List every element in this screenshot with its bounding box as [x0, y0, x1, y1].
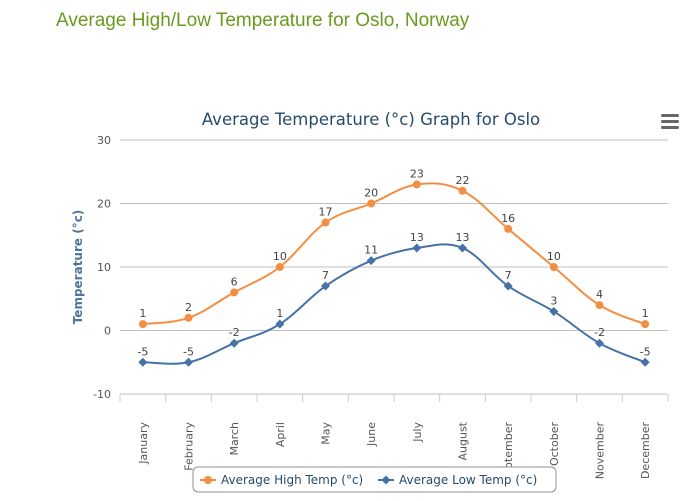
data-label: 20	[364, 187, 378, 200]
y-axis-ticks: -10 0 10 20 30	[93, 134, 111, 401]
x-tick-label: July	[411, 422, 424, 443]
data-point[interactable]	[138, 320, 147, 329]
data-point[interactable]	[595, 301, 604, 310]
data-point[interactable]	[458, 186, 467, 195]
y-tick-label: 0	[104, 325, 111, 338]
data-label: 17	[319, 206, 333, 219]
data-point[interactable]	[275, 263, 284, 271]
legend-label: Average Low Temp (°c)	[399, 473, 537, 487]
legend: Average High Temp (°c) Average Low Temp (…	[192, 466, 557, 493]
data-point[interactable]	[595, 338, 604, 348]
page-heading: Average High/Low Temperature for Oslo, N…	[56, 10, 470, 31]
data-point[interactable]	[641, 320, 650, 329]
data-point[interactable]	[366, 256, 376, 266]
data-label: -5	[183, 345, 194, 358]
data-label: -2	[229, 326, 240, 339]
data-point[interactable]	[321, 218, 330, 227]
x-tick-label: August	[457, 421, 470, 460]
legend-item-high[interactable]: Average High Temp (°c)	[200, 473, 363, 487]
x-tick-label: October	[548, 422, 561, 466]
data-point[interactable]	[458, 243, 467, 253]
data-point[interactable]	[412, 180, 421, 189]
x-tick-label: February	[183, 422, 196, 471]
data-label: 22	[456, 174, 470, 187]
data-label: 13	[410, 231, 424, 244]
chart-menu-button[interactable]	[656, 108, 684, 134]
data-point[interactable]	[412, 243, 422, 253]
data-label: 7	[322, 269, 329, 282]
y-axis-title: Temperature (°c)	[71, 210, 85, 325]
data-label: 16	[501, 212, 515, 225]
data-label: 3	[550, 294, 557, 307]
series-line	[142, 243, 646, 365]
data-label: 7	[505, 269, 512, 282]
data-label: 1	[642, 307, 649, 320]
data-point[interactable]	[184, 313, 193, 322]
legend-box	[192, 466, 557, 493]
data-label: 11	[364, 244, 378, 257]
data-label: 23	[410, 167, 424, 180]
data-point[interactable]	[321, 281, 330, 291]
chart-title: Average Temperature (°c) Graph for Oslo	[202, 110, 540, 129]
data-point[interactable]	[230, 288, 239, 297]
legend-marker	[381, 475, 391, 485]
y-tick-label: 20	[97, 198, 111, 211]
data-label: -5	[137, 345, 148, 358]
x-tick-label: May	[320, 422, 333, 445]
x-axis: January February March April May June July Augu…	[119, 394, 669, 483]
x-tick-label: January	[137, 422, 150, 465]
hamburger-menu-icon	[661, 114, 679, 129]
y-tick-label: 10	[97, 261, 111, 274]
x-tick-label: November	[594, 422, 607, 480]
data-label: 4	[596, 288, 603, 301]
data-label: 2	[185, 301, 192, 314]
data-label: 1	[276, 307, 283, 320]
data-point[interactable]	[138, 357, 148, 367]
x-tick-label: December	[639, 422, 652, 480]
y-tick-label: 30	[97, 134, 111, 147]
data-label: -5	[640, 345, 651, 358]
x-tick-label: June	[365, 422, 378, 447]
data-point[interactable]	[549, 263, 558, 271]
data-point[interactable]	[504, 224, 513, 233]
x-tick-label: March	[228, 422, 241, 456]
data-label: -2	[594, 326, 605, 339]
data-label: 13	[456, 231, 470, 244]
data-point[interactable]	[549, 306, 559, 316]
legend-marker	[204, 476, 212, 484]
legend-label: Average High Temp (°c)	[221, 473, 363, 487]
y-tick-label: -10	[93, 388, 111, 401]
data-label: 10	[547, 250, 561, 263]
data-point[interactable]	[275, 319, 285, 329]
data-label: 1	[139, 307, 146, 320]
data-label: 6	[231, 275, 238, 288]
data-point[interactable]	[367, 199, 376, 208]
data-label: 10	[273, 250, 287, 263]
legend-item-low[interactable]: Average Low Temp (°c)	[378, 473, 537, 487]
data-point[interactable]	[229, 338, 239, 348]
x-tick-label: April	[274, 422, 287, 447]
data-point[interactable]	[640, 357, 650, 367]
data-point[interactable]	[503, 281, 513, 291]
data-point[interactable]	[184, 357, 193, 367]
plot-grid	[120, 139, 668, 395]
